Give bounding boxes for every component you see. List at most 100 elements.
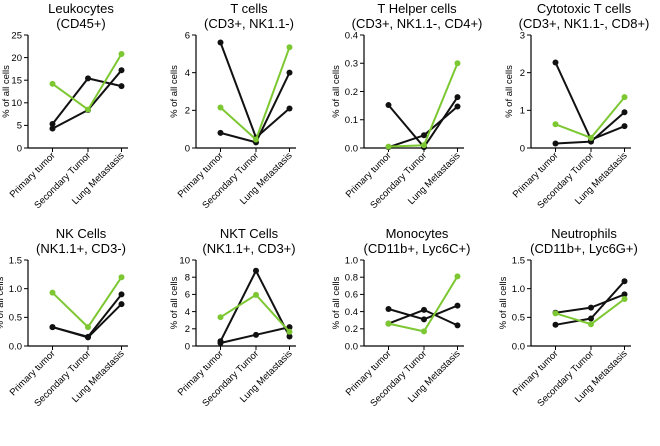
panel-subtitle: (CD11b+, Lyc6G+) — [530, 241, 638, 256]
data-point-black-2 — [286, 69, 293, 76]
data-point-green — [552, 310, 559, 317]
data-point-black-2 — [286, 324, 293, 331]
panel-title: Monocytes — [386, 226, 449, 241]
y-axis-label: % of all cells — [169, 276, 180, 329]
y-tick-label: 2 — [520, 68, 525, 79]
y-tick-label: 15 — [11, 76, 22, 87]
y-axis-label: % of all cells — [169, 65, 180, 118]
data-point-black-2 — [85, 334, 91, 341]
y-tick-label: 0.4 — [345, 307, 358, 318]
data-point-green — [385, 320, 392, 327]
y-tick-label: 0.0 — [345, 143, 358, 154]
panel-subtitle: (CD3+, NK1.1-, CD8+) — [519, 16, 650, 31]
y-tick-label: 2 — [185, 324, 190, 335]
y-tick-label: 0.0 — [345, 341, 358, 352]
panel-subtitle: (CD11b+, Lyc6C+) — [364, 241, 471, 256]
panel-subtitle: (NK1.1+, CD3+) — [202, 241, 295, 256]
y-tick-label: 0.4 — [345, 30, 358, 41]
series-line-green — [51, 276, 123, 329]
data-point-black-1 — [217, 39, 224, 46]
y-tick-label: 1.5 — [9, 255, 22, 266]
y-tick-label: 3 — [520, 30, 525, 41]
data-point-black-1 — [588, 304, 594, 311]
y-tick-label: 0 — [520, 143, 525, 154]
panel-title: Cytotoxic T cells — [537, 1, 632, 16]
y-tick-label: 0.5 — [512, 313, 525, 324]
y-tick-label: 0.2 — [345, 324, 358, 335]
series-line-black-1 — [51, 77, 122, 125]
chart-panel: T Helper cells(CD3+, NK1.1-, CD4+) 0.0 0.1… — [331, 1, 482, 211]
data-point-black-2 — [217, 129, 224, 136]
y-tick-label: 0 — [17, 143, 22, 154]
data-point-black-2 — [454, 322, 461, 329]
data-point-black-1 — [118, 83, 125, 90]
data-point-green — [217, 314, 224, 321]
data-point-black-1 — [421, 316, 427, 323]
panel-title: T cells — [230, 1, 268, 16]
data-point-black-1 — [118, 291, 125, 298]
data-point-green — [588, 134, 594, 141]
chart-panel: NK Cells(NK1.1+, CD3-) 0.0 0.5 1.0 1.5 % of a… — [0, 226, 128, 409]
data-point-black-2 — [588, 315, 594, 322]
y-tick-label: 1 — [520, 106, 525, 117]
data-point-green — [49, 80, 56, 87]
chart-panel: Neutrophils(CD11b+, Lyc6G+) 0.0 0.5 1.0 1.5%… — [498, 226, 638, 409]
data-point-green — [286, 44, 293, 51]
y-axis-label: % of all cells — [0, 276, 6, 329]
y-tick-label: 0.6 — [345, 290, 358, 301]
data-point-black-1 — [454, 302, 461, 309]
y-tick-label: 1.0 — [512, 284, 525, 295]
data-point-green — [253, 136, 259, 143]
y-tick-label: 6 — [185, 290, 190, 301]
y-tick-label: 10 — [11, 98, 22, 109]
data-point-green — [49, 289, 56, 296]
data-point-green — [85, 106, 91, 113]
data-point-black-1 — [253, 267, 259, 274]
data-point-black-2 — [118, 301, 125, 308]
data-point-green — [621, 94, 628, 101]
y-tick-label: 5 — [17, 121, 22, 132]
y-tick-label: 10 — [179, 255, 190, 266]
series-line-green — [219, 293, 291, 333]
data-point-black-1 — [385, 306, 392, 313]
panel-title: T Helper cells — [377, 1, 457, 16]
y-tick-label: 0.2 — [345, 87, 358, 98]
data-point-black-2 — [621, 109, 628, 116]
data-point-green — [421, 142, 427, 149]
series-line-black-1 — [219, 269, 291, 342]
y-tick-label: 0.0 — [512, 341, 525, 352]
data-point-black-1 — [454, 94, 461, 101]
y-tick-label: 20 — [11, 53, 22, 64]
panel-subtitle: (CD3+, NK1.1-) — [204, 16, 294, 31]
y-tick-label: 0.0 — [9, 341, 22, 352]
data-point-black-2 — [552, 140, 559, 147]
chart-panel: Monocytes(CD11b+, Lyc6C+) 0.0 0.2 0.4 0.6 0.8… — [331, 226, 470, 409]
y-axis-label: % of all cells — [1, 65, 12, 118]
data-point-black-1 — [286, 105, 293, 112]
data-point-black-2 — [49, 324, 56, 331]
data-point-black-1 — [621, 123, 628, 130]
chart-panel: Leukocytes(CD45+) 0 5 10 15 20 25 % of all cell… — [1, 1, 128, 211]
data-point-black-2 — [454, 103, 461, 110]
panel-subtitle: (CD3+, NK1.1-, CD4+) — [352, 16, 483, 31]
y-tick-label: 6 — [185, 30, 190, 41]
data-point-green — [85, 324, 91, 331]
data-point-green — [454, 60, 461, 67]
data-point-black-1 — [552, 59, 559, 66]
panel-title: Leukocytes — [48, 1, 114, 16]
data-point-black-1 — [621, 291, 628, 298]
chart-panel: NKT Cells(NK1.1+, CD3+) 0 2 4 6 8 10 % of all c… — [169, 226, 296, 409]
chart-panel: Cytotoxic T cells(CD3+, NK1.1-, CD8+) 0 1 2… — [504, 1, 649, 211]
data-point-black-2 — [49, 125, 56, 132]
data-point-black-2 — [552, 321, 559, 328]
data-point-green — [385, 143, 392, 150]
panel-title: Neutrophils — [551, 226, 617, 241]
y-tick-label: 4 — [185, 68, 190, 79]
data-point-green — [253, 291, 259, 298]
panel-title: NKT Cells — [220, 226, 279, 241]
y-tick-label: 25 — [11, 30, 22, 41]
data-point-black-2 — [253, 331, 259, 338]
data-point-green — [118, 274, 125, 281]
y-tick-label: 2 — [185, 106, 190, 117]
